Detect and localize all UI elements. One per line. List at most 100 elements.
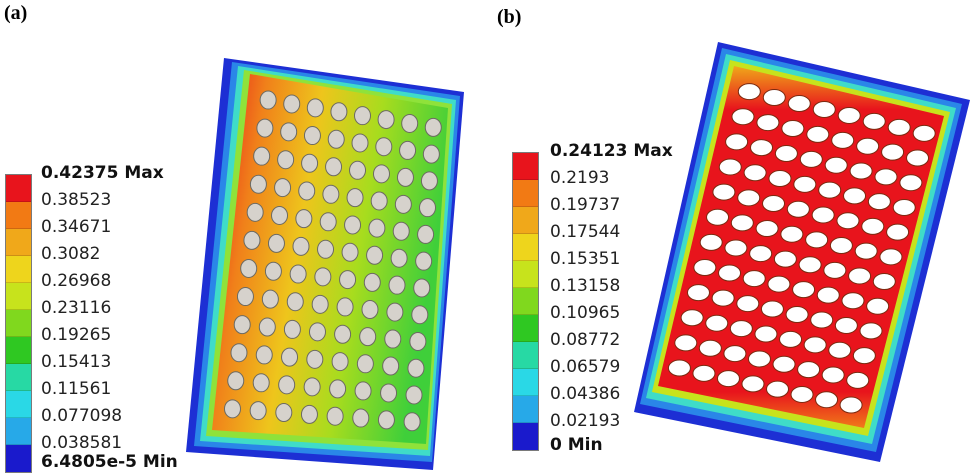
well — [799, 150, 823, 168]
well — [816, 286, 840, 304]
well — [749, 245, 773, 263]
well — [351, 133, 369, 153]
well — [240, 258, 258, 278]
well — [843, 187, 867, 205]
well — [331, 352, 349, 372]
well — [912, 124, 936, 142]
well — [354, 381, 372, 401]
well — [341, 242, 359, 262]
well — [327, 129, 345, 149]
well — [277, 150, 295, 170]
well — [680, 309, 704, 327]
well — [278, 375, 296, 395]
legend-b-swatch — [513, 369, 538, 396]
well — [292, 236, 310, 256]
legend-a-swatch — [6, 364, 31, 391]
well — [725, 133, 749, 151]
plate-b — [634, 42, 970, 462]
well — [899, 174, 923, 192]
well — [780, 225, 804, 243]
legend-a-value: 0.15413 — [41, 352, 112, 372]
legend-b-max: 0.24123 Max — [550, 141, 673, 161]
well — [267, 233, 285, 253]
well — [856, 137, 880, 155]
well — [831, 131, 855, 149]
well — [401, 113, 419, 133]
legend-b-value: 0.08772 — [550, 330, 621, 350]
well — [403, 412, 421, 432]
well — [264, 261, 282, 281]
panel-label-a: (a) — [4, 2, 28, 24]
well — [841, 292, 865, 310]
well — [415, 251, 433, 271]
well — [737, 189, 761, 207]
well — [253, 146, 271, 166]
well — [699, 233, 723, 251]
well — [249, 401, 267, 421]
legend-b-swatch — [513, 288, 538, 315]
well — [230, 343, 248, 363]
legend-b-value: 0.02193 — [550, 411, 621, 431]
well — [375, 137, 393, 157]
well — [249, 174, 267, 194]
well — [811, 206, 835, 224]
well — [394, 194, 412, 214]
legend-a-value: 0.26968 — [41, 271, 112, 291]
well — [785, 306, 809, 324]
well — [762, 89, 786, 107]
well — [706, 208, 730, 226]
legend-b-min: 0 Min — [550, 435, 603, 455]
well — [274, 178, 292, 198]
well — [852, 347, 876, 365]
well — [861, 217, 885, 235]
well — [405, 385, 423, 405]
well — [747, 350, 771, 368]
well — [892, 198, 916, 216]
well — [881, 143, 905, 161]
well — [773, 250, 797, 268]
legend-b-swatch — [513, 261, 538, 288]
well — [837, 106, 861, 124]
legend-b-value: 0.17544 — [550, 222, 621, 242]
well — [862, 112, 886, 130]
well — [280, 122, 298, 142]
legend-a-swatch — [6, 256, 31, 283]
well — [286, 292, 304, 312]
well — [252, 373, 270, 393]
well — [667, 359, 691, 377]
well — [308, 322, 326, 342]
well — [283, 94, 301, 114]
well — [306, 349, 324, 369]
panel-label-b: (b) — [497, 6, 522, 28]
well — [859, 322, 883, 340]
legend-a-value: 0.3082 — [41, 244, 101, 264]
well — [737, 83, 761, 101]
legend-a-swatch — [6, 445, 31, 472]
well — [419, 198, 437, 218]
well — [712, 183, 736, 201]
well — [417, 224, 435, 244]
well — [854, 242, 878, 260]
well — [779, 330, 803, 348]
well — [756, 114, 780, 132]
legend-a-swatch — [6, 391, 31, 418]
well — [311, 294, 329, 314]
well — [886, 223, 910, 241]
well — [839, 396, 863, 414]
well — [223, 399, 241, 419]
well — [334, 324, 352, 344]
well — [289, 264, 307, 284]
well — [390, 248, 408, 268]
plate-b-wells — [667, 83, 936, 414]
legend-b-value: 0.15351 — [550, 249, 621, 269]
well — [718, 264, 742, 282]
well — [261, 289, 279, 309]
legend-a-min: 6.4805e-5 Min — [41, 452, 178, 472]
well — [834, 316, 858, 334]
legend-b-swatch — [513, 153, 538, 180]
well — [281, 347, 299, 367]
well — [233, 315, 251, 335]
well — [867, 193, 891, 211]
well — [424, 117, 442, 137]
